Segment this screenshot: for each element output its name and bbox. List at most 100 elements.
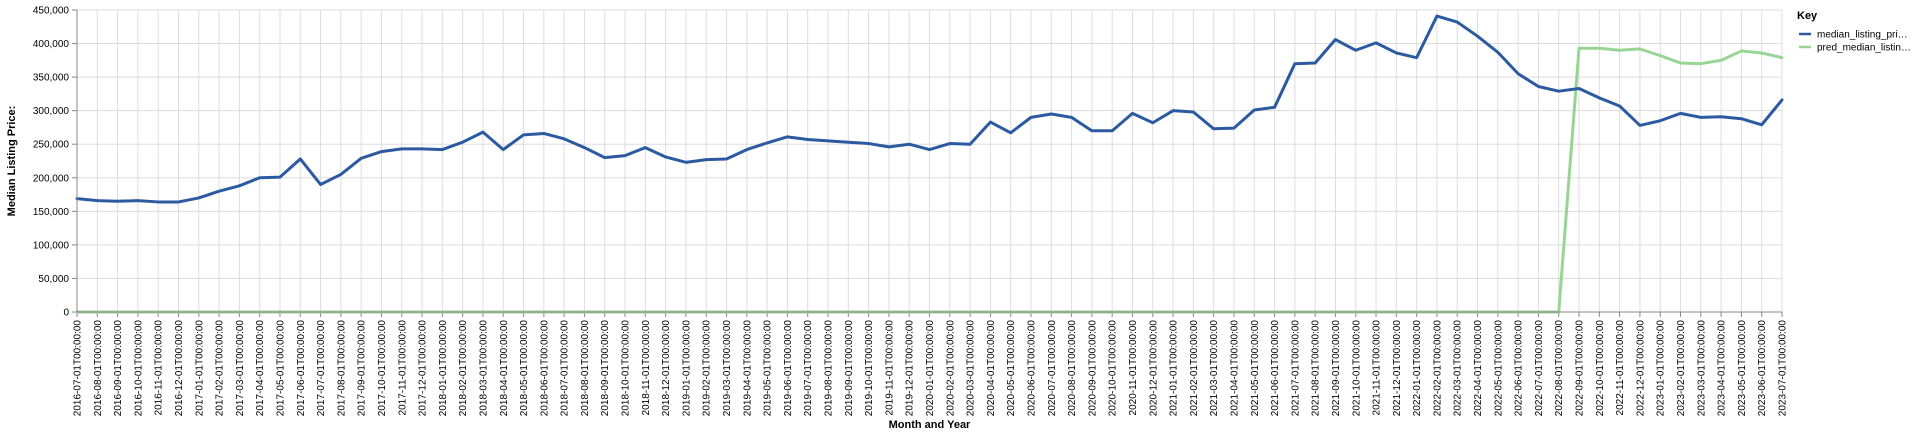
x-tick-label: 2016-07-01T00:00:00 <box>73 320 84 417</box>
x-tick-label: 2020-12-01T00:00:00 <box>1148 320 1159 417</box>
x-tick-label: 2022-08-01T00:00:00 <box>1554 320 1565 417</box>
x-tick-label: 2023-03-01T00:00:00 <box>1696 320 1707 417</box>
x-tick-label: 2021-02-01T00:00:00 <box>1189 320 1200 417</box>
x-tick-label: 2021-05-01T00:00:00 <box>1250 320 1261 417</box>
x-tick-label: 2022-03-01T00:00:00 <box>1453 320 1464 417</box>
x-tick-label: 2018-01-01T00:00:00 <box>438 320 449 417</box>
x-tick-label: 2018-07-01T00:00:00 <box>560 320 571 417</box>
x-tick-label: 2019-08-01T00:00:00 <box>824 320 835 417</box>
y-tick-label: 100,000 <box>33 240 70 251</box>
x-tick-label: 2020-11-01T00:00:00 <box>1128 320 1139 416</box>
x-tick-label: 2021-09-01T00:00:00 <box>1331 320 1342 417</box>
y-axis-title: Median Listing Price: <box>6 106 18 217</box>
y-tick-label: 450,000 <box>33 6 70 17</box>
x-tick-label: 2017-12-01T00:00:00 <box>418 320 429 417</box>
x-tick-label: 2017-11-01T00:00:00 <box>397 320 408 416</box>
x-tick-label: 2016-09-01T00:00:00 <box>113 320 124 417</box>
x-tick-label: 2018-03-01T00:00:00 <box>478 320 489 417</box>
x-tick-label: 2018-06-01T00:00:00 <box>539 320 550 417</box>
legend-label: median_listing_pri… <box>1817 30 1908 41</box>
x-tick-label: 2017-03-01T00:00:00 <box>235 320 246 417</box>
x-tick-label: 2021-10-01T00:00:00 <box>1351 320 1362 417</box>
y-tick-label: 350,000 <box>33 73 70 84</box>
x-tick-label: 2019-05-01T00:00:00 <box>763 320 774 417</box>
x-tick-label: 2023-01-01T00:00:00 <box>1656 320 1667 417</box>
x-tick-label: 2019-04-01T00:00:00 <box>742 320 753 417</box>
y-tick-label: 300,000 <box>33 106 70 117</box>
x-tick-label: 2022-04-01T00:00:00 <box>1473 320 1484 417</box>
x-tick-label: 2018-04-01T00:00:00 <box>499 320 510 417</box>
x-tick-label: 2020-04-01T00:00:00 <box>986 320 997 417</box>
x-tick-label: 2017-10-01T00:00:00 <box>377 320 388 417</box>
x-tick-label: 2022-10-01T00:00:00 <box>1595 320 1606 417</box>
x-tick-label: 2020-02-01T00:00:00 <box>945 320 956 417</box>
x-tick-label: 2023-02-01T00:00:00 <box>1676 320 1687 417</box>
x-tick-label: 2022-09-01T00:00:00 <box>1575 320 1586 417</box>
x-tick-label: 2022-05-01T00:00:00 <box>1493 320 1504 417</box>
x-tick-label: 2021-06-01T00:00:00 <box>1270 320 1281 417</box>
x-tick-label: 2021-04-01T00:00:00 <box>1229 320 1240 417</box>
y-tick-label: 200,000 <box>33 173 70 184</box>
y-tick-label: 0 <box>63 308 69 319</box>
x-tick-label: 2017-04-01T00:00:00 <box>255 320 266 417</box>
x-tick-label: 2020-10-01T00:00:00 <box>1108 320 1119 417</box>
x-tick-label: 2022-02-01T00:00:00 <box>1432 320 1443 417</box>
x-tick-label: 2018-09-01T00:00:00 <box>600 320 611 417</box>
y-tick-labels: 0 50,000 100,000 150,000 200,000 250,000 300,0… <box>33 6 70 319</box>
x-tick-label: 2023-05-01T00:00:00 <box>1737 320 1748 417</box>
x-tick-label: 2019-01-01T00:00:00 <box>681 320 692 417</box>
x-tick-label: 2021-11-01T00:00:00 <box>1372 320 1383 416</box>
x-tick-label: 2020-06-01T00:00:00 <box>1026 320 1037 417</box>
legend: Key median_listing_pri… pred_median_listi… <box>1797 10 1911 54</box>
x-tick-label: 2019-03-01T00:00:00 <box>722 320 733 417</box>
x-tick-label: 2018-08-01T00:00:00 <box>580 320 591 417</box>
x-tick-label: 2019-09-01T00:00:00 <box>844 320 855 417</box>
x-tick-label: 2020-07-01T00:00:00 <box>1047 320 1058 417</box>
x-tick-label: 2021-08-01T00:00:00 <box>1311 320 1322 417</box>
x-tick-label: 2020-09-01T00:00:00 <box>1087 320 1098 417</box>
y-tick-label: 150,000 <box>33 207 70 218</box>
x-tick-label: 2019-11-01T00:00:00 <box>884 320 895 416</box>
x-tick-label: 2019-02-01T00:00:00 <box>702 320 713 417</box>
x-tick-label: 2017-02-01T00:00:00 <box>215 320 226 417</box>
x-tick-label: 2019-12-01T00:00:00 <box>905 320 916 417</box>
legend-title: Key <box>1797 10 1818 22</box>
y-tick-label: 50,000 <box>38 274 69 285</box>
x-tick-label: 2018-02-01T00:00:00 <box>458 320 469 417</box>
x-tick-label: 2018-12-01T00:00:00 <box>661 320 672 417</box>
x-tick-label: 2016-12-01T00:00:00 <box>174 320 185 417</box>
x-tick-label: 2023-06-01T00:00:00 <box>1757 320 1768 417</box>
x-tick-label: 2020-05-01T00:00:00 <box>1006 320 1017 417</box>
x-tick-label: 2021-01-01T00:00:00 <box>1169 320 1180 417</box>
x-tick-label: 2022-11-01T00:00:00 <box>1615 320 1626 416</box>
x-tick-label: 2021-03-01T00:00:00 <box>1209 320 1220 417</box>
x-tick-label: 2017-09-01T00:00:00 <box>357 320 368 417</box>
x-tick-label: 2017-05-01T00:00:00 <box>275 320 286 417</box>
x-tick-label: 2021-07-01T00:00:00 <box>1290 320 1301 417</box>
x-tick-label: 2022-12-01T00:00:00 <box>1635 320 1646 417</box>
x-tick-label: 2023-07-01T00:00:00 <box>1778 320 1789 417</box>
x-tick-label: 2017-07-01T00:00:00 <box>316 320 327 417</box>
x-tick-label: 2018-05-01T00:00:00 <box>519 320 530 417</box>
series-line-0 <box>75 14 1784 204</box>
x-tick-label: 2016-10-01T00:00:00 <box>133 320 144 417</box>
x-tick-label: 2019-10-01T00:00:00 <box>864 320 875 417</box>
x-tick-label: 2018-10-01T00:00:00 <box>621 320 632 417</box>
y-tick-label: 400,000 <box>33 39 70 50</box>
x-tick-label: 2020-03-01T00:00:00 <box>966 320 977 417</box>
x-tick-label: 2017-01-01T00:00:00 <box>194 320 205 417</box>
x-tick-label: 2020-08-01T00:00:00 <box>1067 320 1078 417</box>
x-tick-label: 2019-06-01T00:00:00 <box>783 320 794 417</box>
x-tick-label: 2021-12-01T00:00:00 <box>1392 320 1403 417</box>
y-tick-label: 250,000 <box>33 140 70 151</box>
x-tick-label: 2022-06-01T00:00:00 <box>1514 320 1525 417</box>
x-tick-label: 2016-11-01T00:00:00 <box>154 320 165 416</box>
legend-label: pred_median_listin… <box>1817 43 1911 54</box>
x-tick-label: 2023-04-01T00:00:00 <box>1717 320 1728 417</box>
x-tick-label: 2017-08-01T00:00:00 <box>336 320 347 417</box>
x-tick-labels: 2016-07-01T00:00:00 2016-08-01T00:00:00 20… <box>73 320 1789 417</box>
x-tick-label: 2016-08-01T00:00:00 <box>93 320 104 417</box>
x-tick-label: 2022-01-01T00:00:00 <box>1412 320 1423 417</box>
gridlines <box>72 9 1783 313</box>
